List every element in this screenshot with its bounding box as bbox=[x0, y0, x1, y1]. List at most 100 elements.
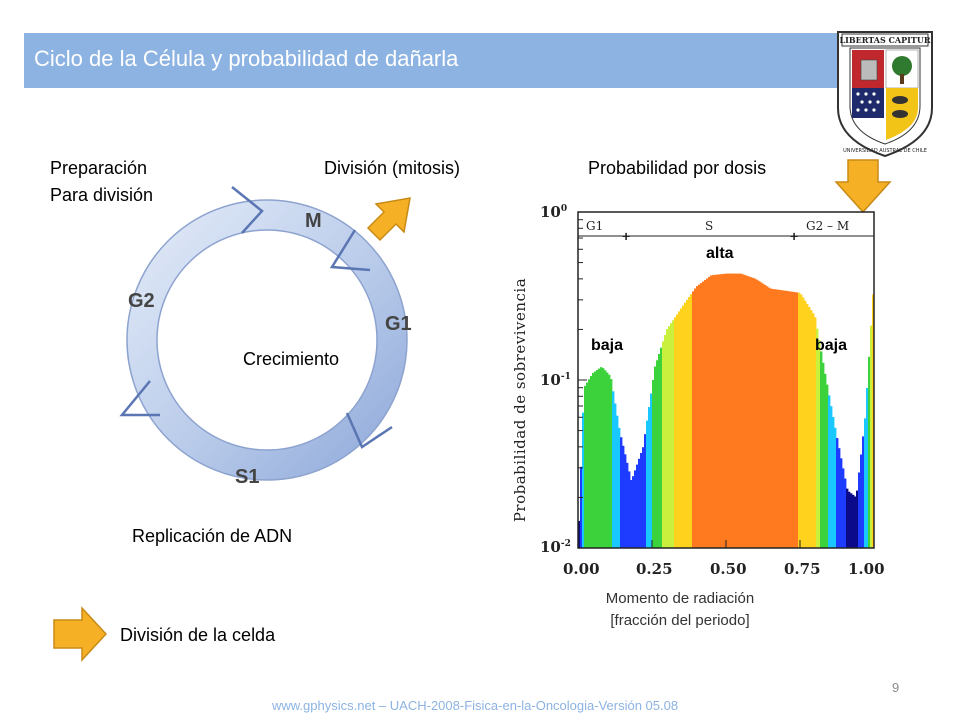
chart-area-band bbox=[634, 470, 637, 548]
chart-area-band bbox=[830, 406, 833, 548]
chart-area-band bbox=[792, 291, 795, 548]
chart-area-band bbox=[804, 300, 807, 548]
segment-divider bbox=[329, 229, 371, 272]
chart-area-band bbox=[708, 276, 711, 548]
chart-area-band bbox=[646, 420, 649, 548]
chart-area-band bbox=[662, 341, 665, 548]
phase-mark-s: S bbox=[705, 219, 713, 233]
chart-area-band bbox=[714, 274, 717, 548]
chart-area-band bbox=[834, 427, 837, 548]
chart-area-band bbox=[706, 278, 709, 548]
chart-area-band bbox=[644, 434, 647, 548]
chart-area-band bbox=[748, 276, 751, 548]
chart-area-band bbox=[622, 445, 625, 548]
segment-divider bbox=[119, 380, 160, 417]
chart-ticks bbox=[577, 219, 875, 549]
phase-boundary-marker: + bbox=[622, 228, 630, 244]
chart-area-band bbox=[630, 479, 633, 548]
chart-area-band bbox=[712, 275, 715, 548]
chart-area-band bbox=[864, 418, 867, 548]
chart-area-band bbox=[740, 273, 743, 548]
chart-area-band bbox=[614, 403, 617, 548]
university-crest-logo: LIBERTAS CAPITUR UNIVERSIDAD AUSTRAL DE … bbox=[837, 31, 933, 158]
chart-area-band bbox=[718, 274, 721, 548]
phase-mark-g2m: G2 – M bbox=[806, 219, 849, 233]
title-bar bbox=[24, 33, 842, 88]
chart-y-axis-label: Probabilidad de sobrevivencia bbox=[511, 277, 529, 523]
chart-area-band bbox=[820, 351, 823, 548]
chart-area-band bbox=[788, 291, 791, 548]
chart-area-band bbox=[710, 275, 713, 548]
chart-area-band bbox=[632, 476, 635, 548]
chart-area-band bbox=[618, 427, 621, 548]
chart-area-band bbox=[866, 387, 869, 548]
chart-area-band bbox=[758, 281, 761, 548]
annotation-high: alta bbox=[706, 245, 734, 262]
chart-area-band bbox=[828, 395, 831, 548]
chart-area-band bbox=[594, 371, 597, 548]
chart-area-band bbox=[816, 328, 819, 548]
cell-cycle-diagram: M G1 S1 G2 bbox=[119, 186, 412, 488]
chart-area-band bbox=[692, 291, 695, 548]
chart-area-band bbox=[672, 320, 675, 548]
chart-area-band bbox=[824, 373, 827, 548]
chart-area-band bbox=[848, 491, 851, 548]
chart-area-band bbox=[604, 370, 607, 548]
chart-area-band bbox=[600, 367, 603, 548]
x-tick-label: 0.00 bbox=[563, 560, 600, 578]
chart-area-band bbox=[760, 282, 763, 548]
x-tick-label: 0.75 bbox=[784, 560, 821, 578]
chart-area-band bbox=[732, 273, 735, 548]
cycle-ring-inner bbox=[156, 229, 378, 451]
chart-area-band bbox=[682, 305, 685, 548]
chart-area-band bbox=[768, 287, 771, 548]
chart-x-axis-label: Momento de radiación [fracción del perio… bbox=[580, 588, 780, 632]
chart-area-band bbox=[776, 289, 779, 548]
chart-area-band bbox=[700, 283, 703, 548]
chart-area-band bbox=[862, 436, 865, 548]
label-growth: Crecimiento bbox=[243, 349, 340, 369]
chart-area-band bbox=[716, 274, 719, 548]
chart-area-band bbox=[584, 385, 587, 548]
chart-area-band bbox=[756, 279, 759, 548]
chart-area-band bbox=[656, 360, 659, 548]
chart-area-band bbox=[680, 308, 683, 548]
chart-area-band bbox=[808, 307, 811, 548]
chart-area-band bbox=[616, 415, 619, 548]
segment-divider bbox=[231, 186, 264, 234]
chart-area-band bbox=[840, 458, 843, 548]
chart-area-band bbox=[684, 302, 687, 548]
chart-area-band bbox=[832, 416, 835, 548]
chart-arrow-down-icon bbox=[834, 159, 892, 214]
x-tick-label: 1.00 bbox=[848, 560, 885, 578]
x-axis-label-line2: [fracción del periodo] bbox=[610, 611, 750, 629]
chart-area-band bbox=[678, 311, 681, 548]
chart-area-band bbox=[722, 273, 725, 548]
y-tick-mid: 10-1 bbox=[540, 371, 571, 389]
annotation-low-right: baja bbox=[815, 337, 848, 354]
chart-area-band bbox=[746, 275, 749, 548]
chart-area-band bbox=[624, 454, 627, 548]
chart-area-band bbox=[766, 286, 769, 548]
chart-area-band bbox=[580, 466, 583, 548]
chart-area-band bbox=[588, 379, 591, 548]
chart-title: Probabilidad por dosis bbox=[588, 158, 767, 178]
label-division-mitosis: División (mitosis) bbox=[324, 158, 461, 178]
chart-area-band bbox=[698, 284, 701, 548]
label-dna-replication: Replicación de ADN bbox=[132, 526, 293, 546]
chart-area-band bbox=[596, 370, 599, 548]
chart-area-band bbox=[666, 329, 669, 548]
survival-chart: G1 S G2 – M + + bbox=[577, 211, 875, 549]
chart-area-band bbox=[826, 384, 829, 548]
chart-area-band bbox=[612, 391, 615, 548]
chart-area-band bbox=[688, 297, 691, 548]
chart-area-band bbox=[582, 412, 585, 548]
chart-area-band bbox=[836, 438, 839, 548]
chart-area-band bbox=[794, 292, 797, 548]
x-tick-label: 0.50 bbox=[710, 560, 747, 578]
chart-area-band bbox=[578, 520, 581, 548]
chart-area-band bbox=[720, 274, 723, 548]
chart-area-band bbox=[674, 317, 677, 548]
legend-arrow-icon bbox=[53, 606, 108, 662]
chart-area-band bbox=[608, 374, 611, 548]
